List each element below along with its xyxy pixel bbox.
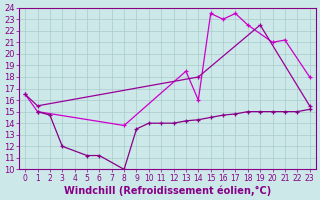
X-axis label: Windchill (Refroidissement éolien,°C): Windchill (Refroidissement éolien,°C): [64, 185, 271, 196]
